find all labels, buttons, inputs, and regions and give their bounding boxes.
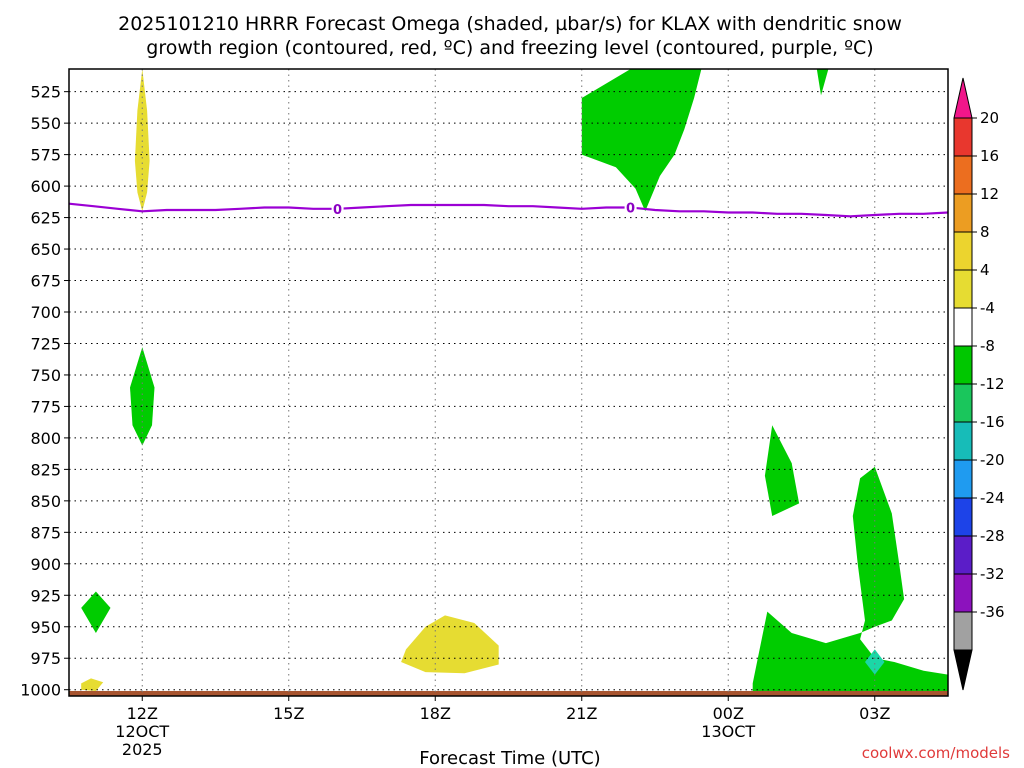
y-tick-label: 950 xyxy=(30,618,61,637)
colorbar-label: -4 xyxy=(980,299,995,317)
y-tick-label: 775 xyxy=(30,397,61,416)
colorbar-label: 8 xyxy=(980,223,990,241)
colorbar-label: -20 xyxy=(980,451,1005,469)
colorbar-swatch xyxy=(953,345,973,385)
y-tick-label: 650 xyxy=(30,240,61,259)
shade-green-upper-02z xyxy=(808,69,829,96)
credit-text: coolwx.com/models xyxy=(862,744,1010,762)
colorbar-swatch xyxy=(953,307,973,347)
y-tick-label: 900 xyxy=(30,555,61,574)
colorbar-label: -24 xyxy=(980,489,1005,507)
x-tick-label: 12Z xyxy=(127,704,158,723)
colorbar-label: -32 xyxy=(980,565,1005,583)
colorbar-swatch xyxy=(953,459,973,499)
chart-title-line-2: growth region (contoured, red, ºC) and f… xyxy=(146,37,873,59)
colorbar-swatch xyxy=(953,193,973,233)
contour-label-bg xyxy=(624,199,637,215)
shade-green-830-01z xyxy=(764,425,800,516)
y-tick-label: 550 xyxy=(30,114,61,133)
colorbar-label: 16 xyxy=(980,147,999,165)
colorbar-swatch xyxy=(953,269,973,309)
colorbar-swatch xyxy=(953,155,973,195)
colorbar-label: 4 xyxy=(980,261,990,279)
x-tick-label: 03Z xyxy=(859,704,890,723)
shade-yellow-990-11z xyxy=(81,678,104,691)
colorbar-label: 12 xyxy=(980,185,999,203)
freezing-level-label: 0 xyxy=(626,201,635,216)
y-tick-label: 850 xyxy=(30,492,61,511)
plot-frame xyxy=(68,68,949,697)
y-tick-label: 925 xyxy=(30,586,61,605)
colorbar-label: -16 xyxy=(980,413,1005,431)
shade-green-upper-22z xyxy=(581,69,702,212)
y-tick-label: 525 xyxy=(30,83,61,102)
x-tick-label: 18Z xyxy=(420,704,451,723)
contour-label-bg xyxy=(331,200,344,216)
y-tick-label: 875 xyxy=(30,523,61,542)
x-tick-label: 12OCT xyxy=(115,722,169,741)
x-tick-label: 00Z xyxy=(713,704,744,723)
colorbar-label: -8 xyxy=(980,337,995,355)
colorbar: 20 16 12 8 4 -4 -8 -12 -16 -20 -24 -28 -32 -36 xyxy=(953,77,1005,691)
shade-teal-975-03z xyxy=(865,649,885,675)
x-tick-label: 13OCT xyxy=(701,722,755,741)
y-axis: 525 550 575 600 625 650 675 700 725 750 775 800 825 8… xyxy=(20,83,69,700)
colorbar-swatch xyxy=(953,611,973,651)
shade-green-750-12z xyxy=(130,347,155,446)
shade-green-930-11z xyxy=(81,591,111,633)
freezing-level-label: 0 xyxy=(333,203,342,218)
y-tick-label: 1000 xyxy=(20,681,61,700)
grid xyxy=(69,69,948,696)
surface-band xyxy=(69,690,948,696)
colorbar-label: -36 xyxy=(980,603,1005,621)
y-tick-label: 625 xyxy=(30,209,61,228)
shade-green-lower-03z xyxy=(752,466,948,696)
omega-shading xyxy=(69,69,948,696)
colorbar-label: 20 xyxy=(980,109,999,127)
colorbar-swatch xyxy=(953,497,973,537)
chart-title-line-1: 2025101210 HRRR Forecast Omega (shaded, … xyxy=(118,13,902,35)
colorbar-bottom-arrow xyxy=(953,649,973,691)
y-tick-label: 800 xyxy=(30,429,61,448)
colorbar-label: -12 xyxy=(980,375,1005,393)
x-tick-label: 15Z xyxy=(273,704,304,723)
shade-yellow-upper-12z xyxy=(134,69,150,212)
plot-background xyxy=(69,69,948,696)
y-tick-label: 825 xyxy=(30,460,61,479)
y-tick-label: 975 xyxy=(30,649,61,668)
freezing-level-line xyxy=(68,202,949,218)
colorbar-swatch xyxy=(953,535,973,575)
colorbar-swatch xyxy=(953,383,973,423)
colorbar-top-arrow xyxy=(953,77,973,119)
colorbar-swatch xyxy=(953,117,973,157)
y-tick-label: 725 xyxy=(30,334,61,353)
y-tick-label: 675 xyxy=(30,272,61,291)
y-tick-label: 575 xyxy=(30,146,61,165)
shade-yellow-970-18z xyxy=(401,615,499,674)
colorbar-swatch xyxy=(953,231,973,271)
y-tick-label: 700 xyxy=(30,303,61,322)
colorbar-label: -28 xyxy=(980,527,1005,545)
x-axis-title: Forecast Time (UTC) xyxy=(419,748,600,768)
colorbar-swatch xyxy=(953,573,973,613)
y-tick-label: 600 xyxy=(30,177,61,196)
colorbar-swatch xyxy=(953,421,973,461)
x-tick-label: 21Z xyxy=(566,704,597,723)
y-tick-label: 750 xyxy=(30,366,61,385)
x-tick-label: 2025 xyxy=(122,740,163,759)
